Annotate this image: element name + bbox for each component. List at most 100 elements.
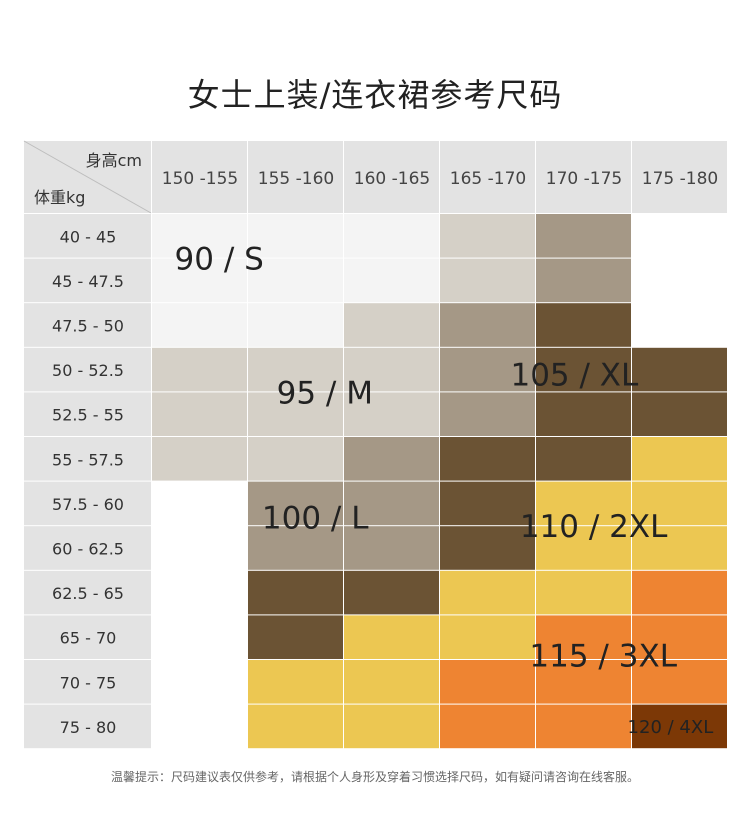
page-title: 女士上装/连衣裙参考尺码 (187, 76, 563, 114)
row-header-cell (24, 437, 151, 481)
row-header-cell (24, 303, 151, 347)
size-cell (248, 303, 343, 347)
size-cell (248, 347, 343, 392)
size-cell (344, 570, 439, 615)
weight-tick-label: 50 - 52.5 (52, 361, 124, 380)
size-cell (344, 258, 439, 303)
height-tick-label: 150 -155 (162, 169, 238, 189)
size-cell (152, 214, 247, 258)
size-cell (536, 303, 631, 347)
size-cell (248, 660, 343, 704)
size-cell (344, 526, 439, 570)
size-cell (248, 526, 343, 570)
size-cell (440, 303, 535, 347)
weight-tick-label: 45 - 47.5 (52, 272, 124, 291)
size-cell (440, 437, 535, 481)
label-layer: 90 / S 95 / M 105 / XL 100 / L 110 / 2XL 115 … (175, 242, 714, 738)
size-cell (536, 481, 631, 526)
size-cell (536, 704, 631, 749)
size-cell (440, 258, 535, 303)
size-label: 110 / 2XL (520, 509, 668, 545)
size-cell (152, 437, 247, 481)
size-cell (344, 437, 439, 481)
height-tick-label: 165 -170 (450, 169, 526, 189)
weight-tick-label: 40 - 45 (60, 227, 117, 246)
size-cell (248, 704, 343, 749)
size-cell (536, 392, 631, 436)
size-cell (632, 481, 727, 526)
size-cell (344, 214, 439, 258)
size-cell (344, 660, 439, 704)
weight-tick-label: 47.5 - 50 (52, 317, 124, 336)
size-cell (536, 437, 631, 481)
row-header-cell (24, 481, 151, 526)
height-tick-label: 155 -160 (258, 169, 334, 189)
size-cell (632, 570, 727, 615)
size-cell (632, 347, 727, 392)
size-cell (632, 704, 727, 749)
size-cell (632, 660, 727, 704)
weight-tick-label: 62.5 - 65 (52, 584, 124, 603)
weight-axis-label: 体重kg (34, 188, 85, 207)
size-cell (440, 570, 535, 615)
size-cell (152, 347, 247, 392)
size-cell (536, 615, 631, 659)
size-cell (536, 347, 631, 392)
size-cell (536, 526, 631, 570)
size-cell (536, 570, 631, 615)
corner-diagonal (23, 140, 152, 214)
column-header-cell (152, 141, 247, 213)
height-tick-label: 170 -175 (546, 169, 622, 189)
size-cell (440, 392, 535, 436)
size-cell (152, 392, 247, 436)
size-cell (536, 258, 631, 303)
row-header-cell (24, 214, 151, 258)
weight-tick-label: 60 - 62.5 (52, 540, 124, 559)
column-header-cell (632, 141, 727, 213)
row-header-cell (24, 347, 151, 392)
row-header-cell (24, 258, 151, 303)
weight-tick-label: 55 - 57.5 (52, 450, 124, 469)
size-cell (248, 214, 343, 258)
size-cell (344, 347, 439, 392)
size-cell (632, 392, 727, 436)
cells-layer (152, 214, 727, 749)
size-cell (440, 526, 535, 570)
column-header-cell (248, 141, 343, 213)
size-label: 105 / XL (510, 358, 639, 394)
size-cell (248, 570, 343, 615)
size-cell (152, 303, 247, 347)
row-header-cell (24, 570, 151, 615)
row-header-cell (24, 526, 151, 570)
size-cell (152, 258, 247, 303)
height-tick-label: 160 -165 (354, 169, 430, 189)
weight-tick-label: 57.5 - 60 (52, 495, 124, 514)
size-cell (632, 526, 727, 570)
size-label: 90 / S (175, 242, 264, 278)
column-header-cell (440, 141, 535, 213)
column-header-cell (536, 141, 631, 213)
size-cell (248, 481, 343, 526)
height-axis-label: 身高cm (86, 151, 142, 170)
size-label: 95 / M (277, 375, 373, 411)
size-cell (440, 660, 535, 704)
size-cell (536, 660, 631, 704)
size-label: 100 / L (262, 500, 369, 536)
size-cell (344, 303, 439, 347)
size-cell (344, 481, 439, 526)
size-cell (248, 392, 343, 436)
weight-tick-label: 75 - 80 (60, 718, 117, 737)
size-cell (248, 437, 343, 481)
size-label: 115 / 3XL (529, 639, 677, 675)
size-label: 120 / 4XL (628, 717, 714, 738)
weight-tick-label: 52.5 - 55 (52, 406, 124, 425)
size-cell (440, 347, 535, 392)
size-cell (632, 437, 727, 481)
row-header-cell (24, 615, 151, 659)
size-cell (632, 615, 727, 659)
row-header-cell (24, 660, 151, 704)
weight-tick-label: 65 - 70 (60, 629, 117, 648)
footnote: 温馨提示：尺码建议表仅供参考，请根据个人身形及穿着习惯选择尺码，如有疑问请咨询在… (110, 770, 639, 784)
